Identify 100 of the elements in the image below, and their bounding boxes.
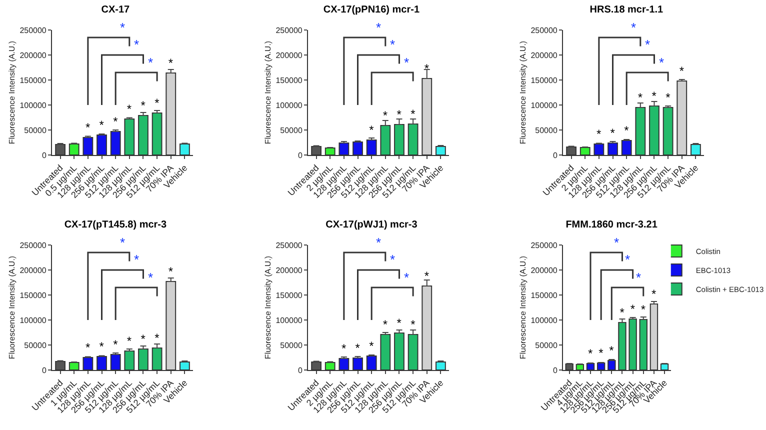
y-tick-label: 100000 — [20, 100, 47, 110]
annotation: * — [148, 270, 154, 285]
annotation: * — [645, 37, 650, 52]
y-axis-title: Fluorescence Intensity (A.U.) — [7, 40, 16, 144]
y-tick-label: 50000 — [280, 126, 302, 135]
y-tick-label: 0 — [42, 366, 47, 375]
annotation: * — [376, 20, 381, 35]
chart-title: FMM.1860 mcr-3.21 — [566, 219, 658, 230]
data-label: * — [424, 269, 429, 283]
data-label: * — [620, 306, 625, 320]
data-label: * — [652, 89, 657, 103]
y-tick-label: 100000 — [275, 100, 302, 110]
y-tick-label: 200000 — [275, 50, 302, 60]
data-label: * — [168, 56, 174, 70]
annotation: * — [614, 235, 620, 250]
annotation: * — [376, 235, 381, 250]
y-tick-label: 0 — [552, 150, 558, 160]
y-tick-label: 200000 — [530, 50, 558, 60]
data-label: * — [424, 62, 429, 76]
data-label: * — [113, 338, 118, 352]
y-tick-label: 150000 — [275, 76, 302, 85]
y-tick-label: 150000 — [20, 76, 47, 85]
y-tick-label: 100000 — [530, 100, 558, 110]
y-tick-label: 0 — [552, 366, 558, 375]
data-label: * — [610, 126, 616, 140]
data-label: * — [154, 331, 160, 345]
y-tick-label: 50000 — [24, 126, 47, 135]
y-tick-label: 150000 — [20, 290, 47, 300]
data-label: * — [126, 334, 132, 348]
annotation: * — [404, 55, 409, 70]
annotation: * — [631, 20, 636, 35]
data-label: * — [168, 264, 174, 278]
annotation: * — [148, 55, 154, 70]
data-label: * — [609, 344, 614, 358]
y-axis-title: Fluorescence Intensity (A.U.) — [262, 256, 272, 360]
data-label: * — [630, 302, 636, 316]
data-label: * — [368, 339, 374, 353]
y-tick-label: 50000 — [24, 340, 47, 350]
chart-title: CX-17(pWJ1) mcr-3 — [325, 219, 418, 230]
annotation: * — [636, 270, 642, 285]
annotation: * — [390, 37, 395, 52]
data-label: * — [368, 123, 374, 137]
y-tick-label: 250000 — [530, 240, 558, 250]
y-tick-label: 150000 — [530, 76, 558, 85]
annotation: * — [134, 37, 140, 52]
y-axis-title: Fluorescence Intensity (A.U.) — [518, 256, 528, 360]
data-label: * — [410, 318, 416, 332]
data-label: * — [340, 342, 346, 356]
y-axis-title: Fluorescence Intensity (A.U.) — [262, 40, 272, 144]
data-label: * — [638, 90, 643, 104]
y-tick-label: 250000 — [275, 26, 302, 35]
y-tick-label: 100000 — [20, 316, 47, 325]
data-label: * — [396, 316, 402, 330]
data-label: * — [588, 346, 593, 360]
annotation: * — [404, 270, 409, 285]
y-tick-label: 0 — [297, 366, 302, 375]
annotation: * — [120, 20, 126, 35]
chart-title: CX-17(pT145.8) mcr-3 — [64, 219, 168, 230]
y-tick-label: 150000 — [530, 290, 558, 300]
data-label: * — [598, 346, 604, 360]
data-label: * — [85, 340, 90, 354]
data-label: * — [140, 332, 146, 346]
data-label: * — [624, 124, 630, 138]
data-label: * — [140, 98, 146, 112]
data-label: * — [126, 102, 132, 116]
y-tick-label: 100000 — [530, 316, 558, 325]
data-label: * — [354, 341, 360, 355]
data-label: * — [666, 90, 671, 104]
y-tick-label: 100000 — [275, 316, 302, 325]
data-label: * — [382, 108, 388, 122]
y-tick-label: 150000 — [275, 290, 302, 300]
data-label: * — [99, 118, 104, 132]
data-label: * — [410, 107, 416, 121]
y-tick-label: 200000 — [20, 266, 47, 275]
annotation: * — [390, 252, 395, 267]
annotation: * — [625, 252, 630, 267]
y-tick-label: 200000 — [530, 266, 558, 275]
y-tick-label: 50000 — [535, 340, 558, 350]
chart-title: HRS.18 mcr-1.1 — [590, 4, 664, 16]
data-label: * — [113, 114, 118, 128]
y-tick-label: 200000 — [20, 50, 47, 60]
data-label: * — [382, 318, 388, 332]
annotation: * — [134, 252, 140, 267]
y-tick-label: 50000 — [535, 126, 558, 135]
data-label: * — [596, 127, 602, 141]
y-axis-title: Fluorescence Intensity (A.U.) — [518, 40, 528, 144]
y-tick-label: 250000 — [20, 26, 47, 35]
y-tick-label: 0 — [42, 150, 47, 160]
y-tick-label: 250000 — [20, 240, 47, 250]
annotation: * — [659, 55, 664, 70]
data-label: * — [154, 96, 160, 110]
y-tick-label: 0 — [297, 150, 302, 160]
y-tick-label: 200000 — [275, 266, 302, 275]
data-label: * — [651, 287, 656, 301]
data-label: * — [85, 120, 90, 134]
data-label: * — [396, 108, 402, 122]
data-label: * — [99, 340, 104, 354]
y-tick-label: 250000 — [275, 240, 302, 250]
chart-title: CX-17(pPN16) mcr-1 — [322, 4, 420, 16]
chart-title: CX-17 — [101, 4, 130, 16]
